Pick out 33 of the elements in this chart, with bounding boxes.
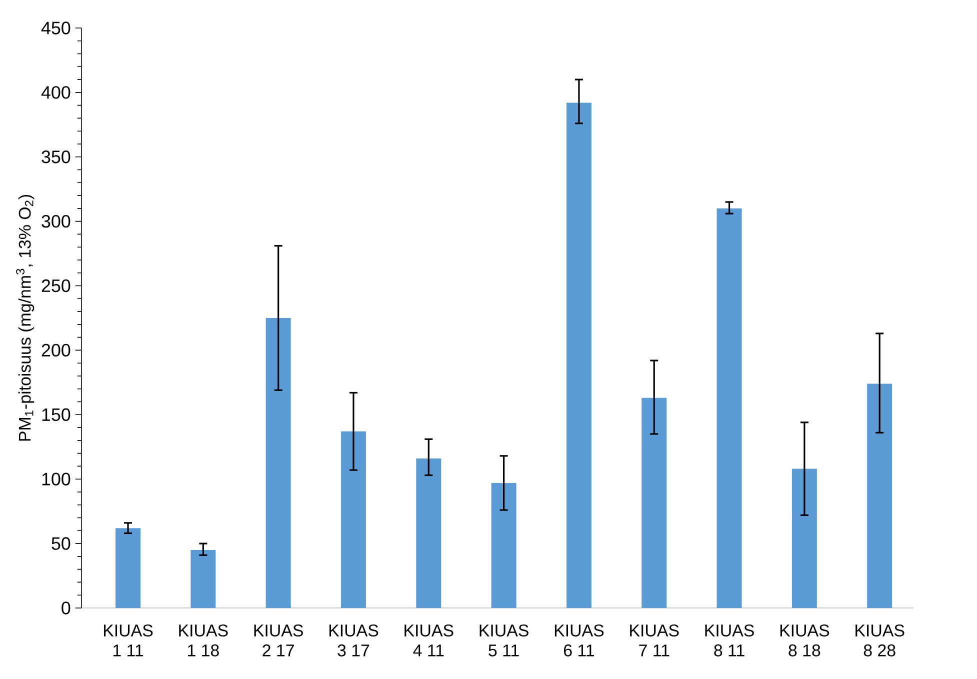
bar: [792, 468, 817, 608]
bar: [266, 318, 291, 608]
y-tick-label: 300: [42, 214, 70, 228]
bar: [491, 482, 516, 608]
x-tick-label: KIUAS 1 18: [179, 624, 228, 656]
x-tick-label: KIUAS 6 11: [554, 624, 604, 656]
x-tick-label: KIUAS 5 11: [480, 624, 528, 656]
y-tick-label: 350: [42, 150, 70, 164]
y-tick-label: 200: [42, 344, 70, 357]
y-tick-label: 450: [41, 22, 70, 34]
bar: [416, 458, 442, 608]
bar: [190, 550, 216, 608]
x-tick-label: KIUAS 4 11: [404, 624, 454, 656]
y-tick-label: 50: [52, 537, 70, 550]
x-tick-label: KIUAS 7 11: [630, 624, 679, 656]
x-tick-label: KIUAS 8 28: [856, 624, 904, 656]
bar: [566, 102, 592, 608]
y-tick-label: 250: [42, 279, 70, 292]
y-tick-label: 0: [62, 602, 70, 614]
bar: [116, 528, 141, 608]
x-tick-label: KIUAS 8 18: [780, 624, 830, 656]
y-tick-label: 150: [42, 408, 70, 421]
bar: [340, 431, 366, 608]
x-tick-label: KIUAS 3 17: [329, 624, 378, 656]
y-tick-label: 100: [42, 472, 70, 486]
x-tick-label: KIUAS 2 17: [254, 624, 303, 656]
bar: [716, 208, 742, 608]
x-tick-label: KIUAS 8 11: [705, 624, 754, 656]
x-tick-label: KIUAS 1 11: [104, 624, 153, 656]
y-tick-label: 400: [41, 86, 70, 99]
bar: [867, 384, 892, 608]
bar: [642, 398, 667, 608]
y-axis-title: PM$_{1}$-pitoisuus (mg/nm$^{3}$, 13% O$_{2}$): [16, 194, 34, 441]
